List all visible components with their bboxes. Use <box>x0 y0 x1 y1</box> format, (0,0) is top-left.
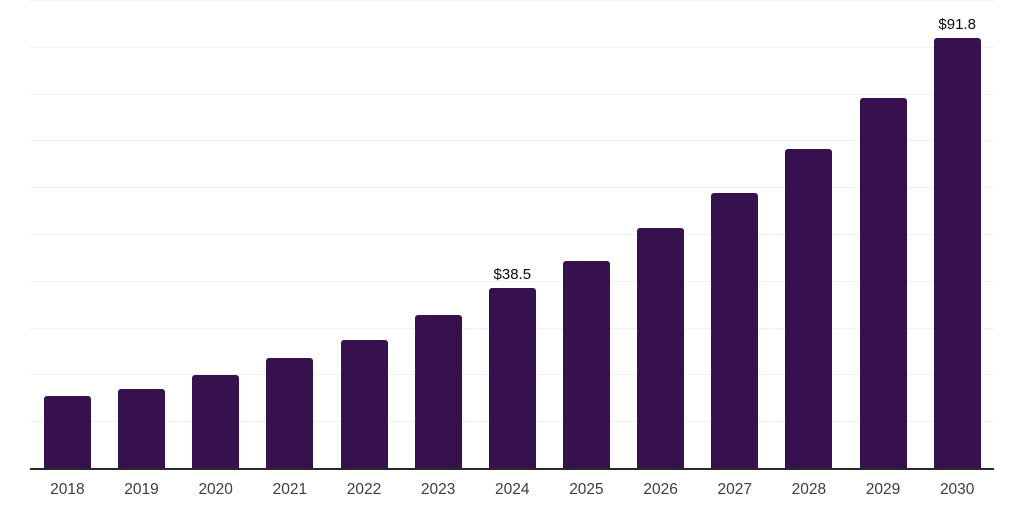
x-tick-2018: 2018 <box>50 481 85 498</box>
bar-2021 <box>266 358 314 468</box>
x-tick-2020: 2020 <box>198 481 233 498</box>
x-tick-2019: 2019 <box>124 481 159 498</box>
gridline-50 <box>30 234 994 235</box>
bar-2023 <box>414 314 462 468</box>
gridline-80 <box>30 93 994 95</box>
bar-2019 <box>118 388 166 468</box>
value-label-2024: $38.5 <box>493 265 532 283</box>
x-tick-2026: 2026 <box>643 481 678 498</box>
gridline-90 <box>30 46 994 48</box>
x-tick-2028: 2028 <box>791 481 827 498</box>
gridline-100 <box>30 0 994 1</box>
gridline-60 <box>30 187 994 189</box>
bar-2020 <box>192 374 240 468</box>
x-tick-2025: 2025 <box>569 481 604 498</box>
x-tick-2030: 2030 <box>939 481 975 498</box>
x-tick-2023: 2023 <box>420 481 456 498</box>
bar-2029 <box>859 97 907 468</box>
bar-2026 <box>637 227 685 468</box>
bar-2022 <box>340 339 388 468</box>
bar-2028 <box>785 148 833 468</box>
plot-area: $38.5 $91.8 <box>30 0 994 470</box>
bar-2018 <box>43 395 91 468</box>
bar-2025 <box>562 261 610 468</box>
x-tick-2024: 2024 <box>495 481 530 498</box>
x-tick-2029: 2029 <box>865 481 901 498</box>
value-label-2030: $91.8 <box>938 16 976 34</box>
x-tick-2022: 2022 <box>346 481 382 498</box>
x-tick-2021: 2021 <box>272 481 308 498</box>
gridline-40 <box>30 280 994 282</box>
bar-2027 <box>711 192 759 468</box>
x-axis-labels: 2018 2019 2020 2021 2022 2023 2024 2025 2026 2027… <box>0 480 1024 502</box>
bar-2024 <box>488 287 536 468</box>
bar-2030 <box>933 38 981 468</box>
gridline-70 <box>30 140 994 142</box>
x-tick-2027: 2027 <box>717 481 752 498</box>
